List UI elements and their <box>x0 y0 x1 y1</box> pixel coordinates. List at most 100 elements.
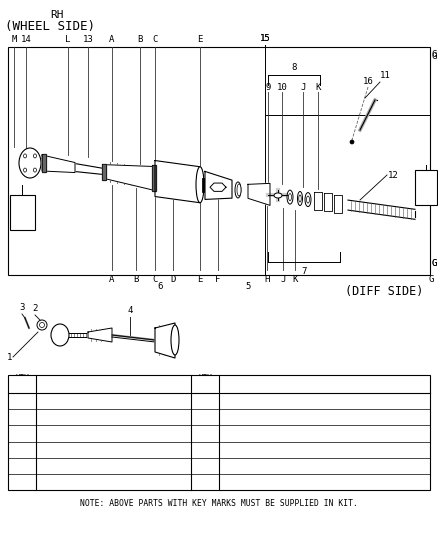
Text: L: L <box>65 35 71 44</box>
Polygon shape <box>155 160 200 203</box>
Text: 9: 9 <box>265 83 271 92</box>
Text: K: K <box>292 275 298 284</box>
Ellipse shape <box>39 322 45 327</box>
Text: KEY
MARK: KEY MARK <box>196 374 214 394</box>
Text: SEAL, DUST: SEAL, DUST <box>223 445 277 454</box>
Text: A: A <box>110 275 115 284</box>
Text: L: L <box>202 461 208 471</box>
Text: SPIDER ASSY: SPIDER ASSY <box>40 445 99 454</box>
Text: BOOT (TJ): BOOT (TJ) <box>40 413 88 422</box>
Polygon shape <box>42 155 75 173</box>
Polygon shape <box>210 183 226 191</box>
Text: E: E <box>197 275 203 284</box>
Text: 11: 11 <box>380 70 390 79</box>
Text: 6: 6 <box>157 282 162 291</box>
Text: K: K <box>202 445 208 455</box>
Text: H: H <box>202 412 208 422</box>
Polygon shape <box>102 164 106 180</box>
Text: BEARING: BEARING <box>223 429 261 438</box>
Text: 13: 13 <box>83 35 93 44</box>
Text: GREASE PACKAGE: GREASE PACKAGE <box>223 397 298 406</box>
Text: 1: 1 <box>7 352 13 361</box>
Text: E: E <box>19 461 25 471</box>
Text: (WHEEL SIDE): (WHEEL SIDE) <box>5 20 95 33</box>
Polygon shape <box>152 165 156 191</box>
Text: PARTS NAME: PARTS NAME <box>88 379 138 389</box>
Text: J: J <box>300 83 306 92</box>
Polygon shape <box>42 154 46 172</box>
Text: C: C <box>19 429 25 439</box>
Polygon shape <box>155 323 175 358</box>
Ellipse shape <box>171 325 179 355</box>
Text: A: A <box>110 35 115 44</box>
Text: 5: 5 <box>245 282 251 291</box>
Polygon shape <box>88 328 112 342</box>
Text: F: F <box>19 477 25 487</box>
Ellipse shape <box>350 140 354 144</box>
Ellipse shape <box>297 191 303 206</box>
Bar <box>8 375 430 490</box>
Text: 16: 16 <box>363 77 373 86</box>
Text: GREASE PACKAGE: GREASE PACKAGE <box>223 478 298 487</box>
Text: 10: 10 <box>277 83 287 92</box>
Ellipse shape <box>196 167 204 203</box>
Ellipse shape <box>33 154 36 158</box>
Bar <box>10 195 35 230</box>
Text: J: J <box>280 275 286 284</box>
Polygon shape <box>334 195 342 213</box>
Text: RH: RH <box>50 10 64 20</box>
Bar <box>8 47 430 275</box>
Text: 7: 7 <box>301 267 307 276</box>
Text: D: D <box>170 275 176 284</box>
Text: D: D <box>19 445 25 455</box>
Ellipse shape <box>33 168 36 172</box>
Ellipse shape <box>305 192 311 207</box>
Text: BAND, BOOT: BAND, BOOT <box>40 397 94 406</box>
Text: B: B <box>19 412 25 422</box>
Bar <box>415 170 437 205</box>
Ellipse shape <box>235 182 241 198</box>
Text: NOTE: ABOVE PARTS WITH KEY MARKS MUST BE SUPPLIED IN KIT.: NOTE: ABOVE PARTS WITH KEY MARKS MUST BE… <box>80 499 358 508</box>
Text: TJ ASSY: TJ ASSY <box>40 478 78 487</box>
Text: 3: 3 <box>19 303 25 312</box>
Text: G: G <box>431 50 436 59</box>
Text: 14: 14 <box>21 35 32 44</box>
Ellipse shape <box>287 190 293 204</box>
Ellipse shape <box>237 184 241 196</box>
Text: 8: 8 <box>291 63 297 72</box>
Text: E: E <box>197 35 203 44</box>
Text: A: A <box>19 396 25 406</box>
Text: M: M <box>11 35 17 44</box>
Polygon shape <box>105 165 155 190</box>
Text: 2: 2 <box>32 304 38 313</box>
Text: 4: 4 <box>127 306 133 315</box>
Text: 15: 15 <box>260 34 270 43</box>
Text: B: B <box>133 275 139 284</box>
Ellipse shape <box>274 193 282 198</box>
Text: BRACKET, SHAFT: BRACKET, SHAFT <box>223 413 298 422</box>
Text: F: F <box>215 275 221 284</box>
Ellipse shape <box>51 324 69 346</box>
Text: G: G <box>428 275 434 284</box>
Ellipse shape <box>289 193 292 200</box>
Text: SNAP RING: SNAP RING <box>40 461 88 470</box>
Text: BOOT (BJ): BOOT (BJ) <box>223 461 272 470</box>
Polygon shape <box>248 183 270 205</box>
Text: K: K <box>315 83 321 92</box>
Polygon shape <box>205 172 232 199</box>
Text: G: G <box>432 52 438 61</box>
Ellipse shape <box>24 168 27 172</box>
Text: KEY
MARK: KEY MARK <box>13 374 31 394</box>
Text: H: H <box>264 275 270 284</box>
Text: G: G <box>431 259 436 268</box>
Text: 12: 12 <box>388 171 399 180</box>
Text: G: G <box>202 396 208 406</box>
Text: (DIFF SIDE): (DIFF SIDE) <box>345 285 424 298</box>
Text: C: C <box>152 275 158 284</box>
Ellipse shape <box>37 320 47 330</box>
Text: J: J <box>202 429 208 439</box>
Text: BAND, BOOT: BAND, BOOT <box>40 429 94 438</box>
Text: M: M <box>202 477 208 487</box>
Text: 15: 15 <box>260 34 270 43</box>
Text: C: C <box>152 35 158 44</box>
